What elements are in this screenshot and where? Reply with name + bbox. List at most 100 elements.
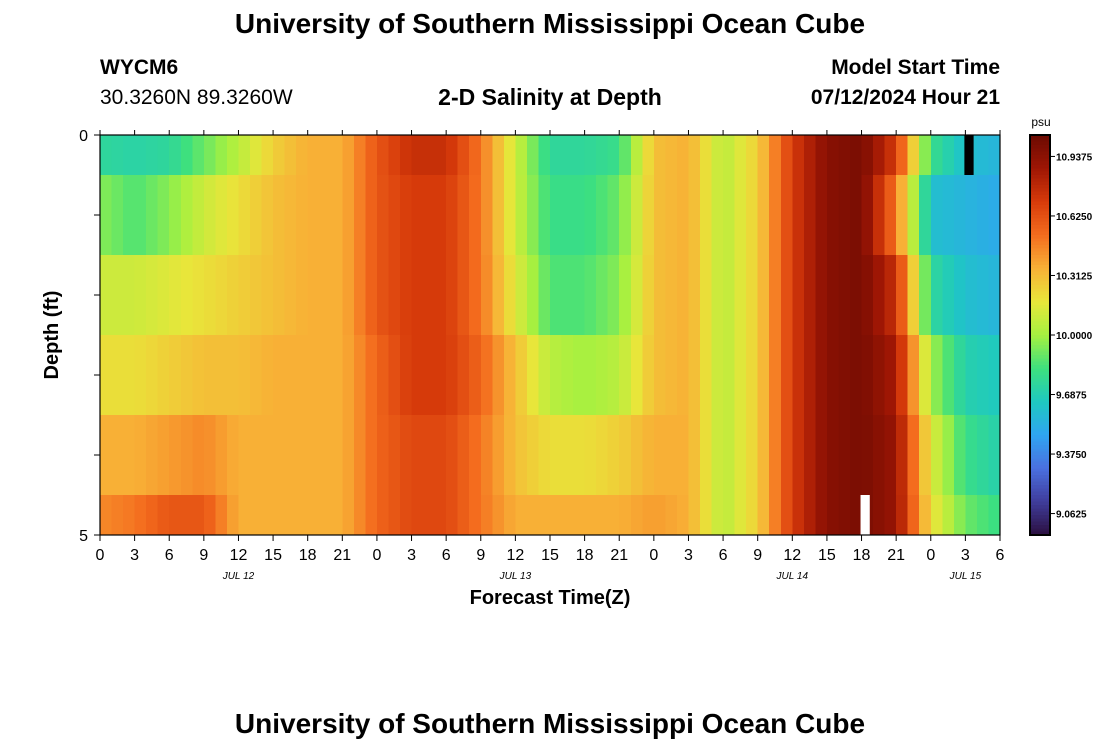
heatmap-cell (411, 495, 424, 536)
heatmap-cell (653, 255, 666, 336)
x-tick-label: 15 (541, 547, 559, 564)
heatmap-cell (226, 135, 240, 176)
heatmap-cells (100, 135, 1001, 536)
heatmap-cell (400, 255, 413, 336)
heatmap-cell (550, 495, 563, 536)
heatmap-cell (203, 135, 216, 176)
heatmap-cell (111, 415, 124, 496)
heatmap-cell (538, 415, 551, 496)
heatmap-cell (838, 175, 851, 256)
colorbar-segment (1030, 248, 1050, 253)
heatmap-cell (284, 255, 297, 336)
heatmap-cell (157, 335, 170, 416)
colorbar-tick-label: 10.9375 (1056, 152, 1093, 163)
heatmap-cell (284, 495, 297, 536)
heatmap-cell (838, 335, 851, 416)
heatmap-cell (803, 135, 816, 176)
day-label: JUL 14 (776, 571, 809, 582)
heatmap-cell (273, 135, 286, 176)
heatmap-cell (376, 175, 390, 256)
colorbar-segment (1030, 351, 1050, 356)
heatmap-cell (180, 335, 193, 416)
heatmap-cell (503, 415, 516, 496)
heatmap-cell (919, 255, 932, 336)
heatmap-cell (700, 495, 713, 536)
heatmap-cell (884, 335, 897, 416)
colorbar-segment (1030, 411, 1050, 416)
colorbar-segment (1030, 458, 1050, 463)
heatmap-cell (492, 255, 505, 336)
colorbar-segment (1030, 435, 1050, 439)
heatmap-cell (446, 415, 459, 496)
heatmap-cell (215, 335, 228, 416)
heatmap-cell (953, 175, 966, 256)
heatmap-cell (319, 415, 332, 496)
heatmap-cell (711, 495, 724, 536)
heatmap-cell (896, 335, 909, 416)
heatmap-cell (526, 175, 540, 256)
colorbar-segment (1030, 268, 1050, 273)
heatmap-cell (688, 175, 701, 256)
colorbar-segment (1030, 305, 1050, 309)
heatmap-cell (907, 495, 920, 536)
heatmap-cell (861, 335, 874, 416)
heatmap-cell (642, 135, 655, 176)
colorbar-segment (1030, 158, 1050, 163)
colorbar-segment (1030, 215, 1050, 219)
colorbar-segment (1030, 311, 1050, 316)
heatmap-cell (919, 335, 932, 416)
heatmap-cell (411, 255, 424, 336)
heatmap-cell (734, 135, 747, 176)
heatmap-cell (157, 175, 170, 256)
heatmap-cell (100, 175, 113, 256)
heatmap-cell (180, 135, 193, 176)
heatmap-cell (434, 415, 447, 496)
heatmap-cell (365, 135, 378, 176)
heatmap-cell (584, 175, 597, 256)
heatmap-cell (226, 495, 240, 536)
heatmap-cell (353, 495, 366, 536)
heatmap-cell (838, 255, 851, 336)
heatmap-cell (711, 415, 724, 496)
heatmap-cell (953, 135, 966, 176)
heatmap-cell (561, 175, 574, 256)
x-axis-label: Forecast Time(Z) (470, 587, 631, 609)
heatmap-cell (434, 335, 447, 416)
heatmap-cell (526, 255, 540, 336)
heatmap-cell (307, 495, 320, 536)
heatmap-cell (550, 255, 563, 336)
heatmap-cell (492, 175, 505, 256)
heatmap-cell (550, 415, 563, 496)
heatmap-cell (480, 175, 493, 256)
x-tick-label: 18 (299, 547, 317, 564)
x-tick-label: 18 (853, 547, 871, 564)
heatmap-cell (469, 135, 482, 176)
heatmap-cell (584, 335, 597, 416)
heatmap-cell (573, 175, 586, 256)
heatmap-cell (676, 255, 690, 336)
colorbar-segment (1030, 378, 1050, 383)
heatmap-cell (538, 495, 551, 536)
colorbar-segment (1030, 271, 1050, 276)
heatmap-cell (550, 135, 563, 176)
heatmap-cell (780, 415, 793, 496)
colorbar-segment (1030, 488, 1050, 493)
heatmap-cell (700, 135, 713, 176)
heatmap-cell (596, 495, 609, 536)
heatmap-cell (757, 135, 770, 176)
heatmap-cell (480, 255, 493, 336)
heatmap-cell (573, 415, 586, 496)
heatmap-cell (238, 135, 251, 176)
heatmap-cell (584, 255, 597, 336)
heatmap-cell (746, 135, 759, 176)
colorbar-segment (1030, 358, 1050, 363)
colorbar-segment (1030, 408, 1050, 413)
heatmap-cell (723, 335, 736, 416)
heatmap-cell (619, 495, 632, 536)
heatmap-cell (353, 175, 366, 256)
heatmap-cell (642, 495, 655, 536)
colorbar-segment (1030, 365, 1050, 369)
heatmap-cell (203, 415, 216, 496)
colorbar-segment (1030, 478, 1050, 483)
